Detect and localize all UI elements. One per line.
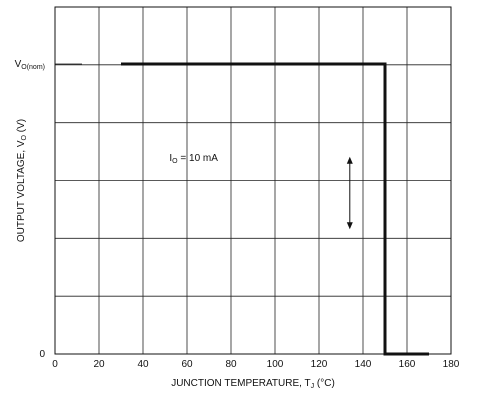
y-axis-title: OUTPUT VOLTAGE, VO (V) — [16, 119, 28, 242]
y-tick-labels: 0 VO(nom) — [15, 59, 82, 360]
x-tick-label: 80 — [225, 359, 237, 370]
series-layer — [120, 62, 430, 356]
current-annotation: IO = 10 mA — [169, 153, 218, 165]
x-axis-title: JUNCTION TEMPERATURE, TJ (°C) — [171, 378, 335, 390]
x-tick-label: 20 — [93, 359, 105, 370]
plot-frame — [54, 6, 452, 355]
x-tick-label: 0 — [52, 359, 58, 370]
series-line — [121, 62, 429, 356]
x-tick-label: 180 — [443, 359, 460, 370]
x-tick-labels: 0 20 40 60 80 100 120 140 160 180 — [52, 359, 460, 370]
x-tick-label: 120 — [311, 359, 328, 370]
grid — [54, 6, 452, 355]
x-tick-label: 40 — [137, 359, 149, 370]
arrowhead-up-icon — [346, 156, 353, 164]
x-tick-label: 60 — [181, 359, 193, 370]
annotation-layer: IO = 10 mA — [169, 153, 353, 230]
arrowhead-down-icon — [346, 222, 353, 230]
y-tick-label: 0 — [39, 349, 45, 360]
x-tick-label: 160 — [399, 359, 416, 370]
y-tick-label: VO(nom) — [15, 59, 45, 71]
x-tick-label: 100 — [267, 359, 284, 370]
x-tick-label: 140 — [355, 359, 372, 370]
